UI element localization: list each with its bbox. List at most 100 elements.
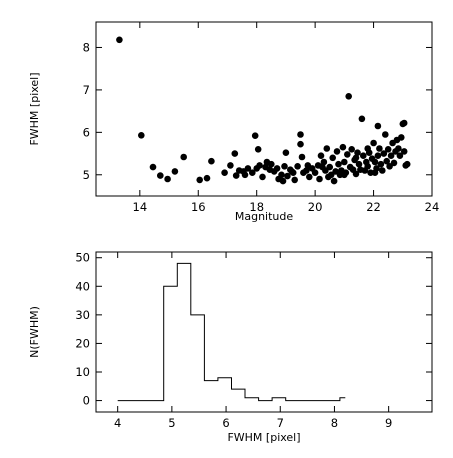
x-tick-label: 22	[366, 200, 381, 214]
x-tick-label: 18	[249, 200, 264, 214]
data-point	[282, 149, 290, 156]
data-point	[256, 162, 263, 169]
data-point	[298, 153, 306, 161]
data-point	[320, 158, 328, 166]
data-point	[319, 163, 326, 171]
y-tick-label: 8	[83, 40, 90, 54]
data-point	[341, 171, 348, 179]
data-point	[348, 146, 356, 153]
y-tick-label: 6	[83, 125, 90, 139]
data-point	[360, 152, 367, 159]
data-point	[382, 131, 389, 138]
data-point	[249, 169, 256, 176]
data-point	[291, 176, 299, 184]
data-point	[171, 168, 179, 175]
data-point	[364, 145, 372, 152]
data-point	[180, 153, 187, 161]
data-point	[303, 167, 310, 174]
x-axis-label: FWHM [pixel]	[227, 431, 300, 444]
data-point	[379, 167, 386, 174]
data-point	[311, 169, 319, 176]
histogram-step-line	[117, 262, 346, 402]
data-point	[344, 151, 351, 158]
data-point	[157, 172, 164, 179]
y-tick-label: 5	[83, 168, 90, 182]
data-point	[294, 163, 301, 170]
data-point	[231, 150, 239, 157]
data-point	[329, 154, 337, 162]
data-point	[333, 148, 341, 155]
data-point	[251, 132, 259, 139]
data-point	[138, 132, 145, 139]
data-point	[380, 150, 388, 157]
y-tick-label: 20	[75, 336, 90, 350]
data-point	[316, 175, 323, 183]
data-point	[341, 158, 348, 166]
data-point	[371, 169, 379, 176]
data-point	[297, 131, 304, 138]
data-point	[281, 163, 288, 170]
data-point	[273, 165, 281, 172]
x-tick-label: 5	[168, 416, 175, 430]
data-point	[297, 140, 304, 148]
data-point	[254, 146, 262, 153]
data-point	[326, 163, 334, 171]
data-point	[203, 174, 211, 182]
y-tick-label: 10	[75, 365, 90, 379]
x-tick-label: 14	[133, 200, 148, 214]
data-point	[371, 158, 379, 166]
data-point	[352, 154, 360, 162]
plot-frame	[95, 251, 433, 413]
data-point	[208, 157, 215, 165]
data-point	[395, 145, 402, 152]
data-point	[116, 36, 123, 44]
data-point	[403, 160, 411, 168]
y-tick-label: 50	[75, 251, 90, 265]
x-tick-label: 9	[385, 416, 392, 430]
scatter-points	[116, 36, 411, 185]
x-tick-label: 24	[425, 200, 440, 214]
data-point	[221, 169, 228, 176]
x-tick-label: 16	[191, 200, 206, 214]
data-point	[383, 157, 391, 165]
data-point	[164, 175, 171, 183]
data-point	[196, 176, 203, 184]
data-point	[339, 143, 347, 151]
x-tick-label: 8	[331, 416, 338, 430]
y-tick-label: 30	[75, 308, 90, 322]
data-point	[354, 149, 361, 156]
data-point	[330, 177, 338, 185]
data-point	[284, 172, 291, 180]
data-point	[374, 152, 382, 159]
y-tick-label: 40	[75, 279, 90, 293]
data-point	[288, 168, 296, 175]
data-point	[259, 173, 266, 181]
x-tick-label: 20	[308, 200, 323, 214]
data-point	[358, 115, 366, 123]
data-point	[355, 160, 363, 168]
x-tick-label: 4	[114, 416, 121, 430]
data-point	[149, 163, 157, 171]
plot-frame	[95, 21, 433, 197]
data-point	[376, 145, 383, 152]
x-axis-label: Magnitude	[235, 210, 294, 223]
data-point	[227, 162, 234, 169]
data-point	[364, 163, 372, 170]
data-point	[387, 152, 395, 159]
data-point	[279, 177, 287, 185]
data-point	[323, 145, 331, 152]
data-point	[232, 172, 240, 179]
data-point	[377, 160, 385, 168]
x-tick-label: 6	[222, 416, 229, 430]
y-axis-label: N(FWHM)	[28, 306, 41, 358]
y-axis-label: FWHM [pixel]	[28, 72, 41, 145]
y-tick-label: 0	[83, 394, 90, 408]
data-point	[398, 134, 405, 141]
data-point	[335, 160, 342, 168]
data-point	[384, 146, 392, 153]
data-point	[352, 170, 360, 178]
scatter-panel: 14 16 18 20 22 24 5 6 7 8 Magnitude FWHM [pixel]	[28, 21, 440, 223]
data-point	[241, 171, 249, 179]
